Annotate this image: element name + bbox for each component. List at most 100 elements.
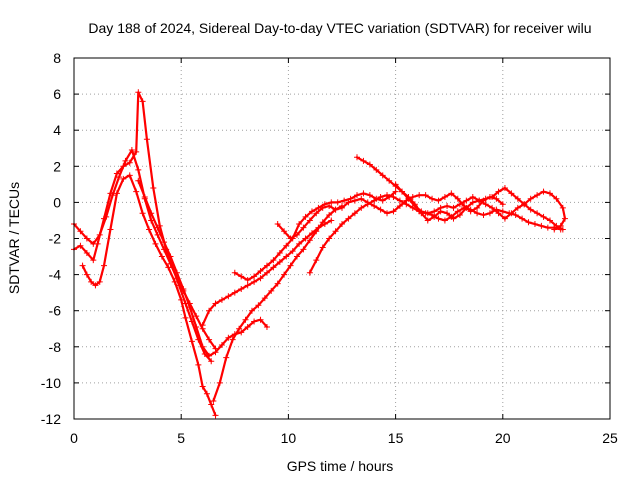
data-point-marker [289,248,296,255]
data-point-marker [113,170,120,177]
data-point-marker [371,203,378,210]
data-point-marker [482,201,489,208]
data-point-marker [527,195,534,202]
data-point-marker [186,304,193,311]
data-point-marker [257,275,264,282]
series-track-1 [71,147,219,352]
data-point-marker [206,307,213,314]
data-point-marker [435,215,442,222]
data-point-marker [302,235,309,242]
series-line [308,194,562,274]
data-point-marker [450,215,457,222]
data-point-marker [463,204,470,211]
x-tick-label: 20 [495,430,511,446]
data-point-marker [218,296,225,303]
data-point-marker [113,190,120,197]
data-point-marker [341,197,348,204]
data-point-marker [231,269,238,276]
data-point-marker [193,313,200,320]
data-point-marker [326,235,333,242]
data-point-marker [431,213,438,220]
data-point-marker [364,201,371,208]
data-point-marker [482,195,489,202]
data-point-marker [345,215,352,222]
data-point-marker [120,175,127,182]
data-point-marker [386,177,393,184]
data-point-marker [251,273,258,280]
data-point-marker [326,212,333,219]
data-point-marker [193,323,200,330]
data-point-marker [384,192,391,199]
data-point-marker [377,193,384,200]
data-point-marker [467,206,474,213]
data-point-marker [561,215,568,222]
data-point-marker [199,383,206,390]
series-track-6 [210,203,345,404]
data-point-marker [242,316,249,323]
series-line [355,156,564,231]
data-point-marker [165,264,172,271]
data-point-marker [463,197,470,204]
data-point-marker [188,338,195,345]
data-point-marker [107,226,114,233]
data-point-marker [283,242,290,249]
data-point-marker [92,282,99,289]
data-point-marker [133,188,140,195]
y-axis-label: SDTVAR / TECUs [6,182,22,294]
data-point-marker [499,208,506,215]
data-point-marker [334,199,341,206]
data-point-marker [360,157,367,164]
data-point-marker [126,159,133,166]
data-point-marker [244,323,251,330]
data-point-marker [405,195,412,202]
data-point-marker [293,253,300,260]
data-point-marker [274,280,281,287]
data-point-marker [274,221,281,228]
data-point-marker [141,193,148,200]
data-point-marker [450,204,457,211]
data-point-marker [441,217,448,224]
data-point-marker [263,323,270,330]
y-tick-label: 8 [53,50,61,66]
data-point-marker [390,193,397,200]
data-point-marker [101,262,108,269]
data-point-marker [332,228,339,235]
data-point-marker [454,208,461,215]
axis-ticks: 0 5 10 15 20 25 -12 -10 -8 -6 -4 -2 0 2 4 6 8 [41,50,618,446]
data-point-marker [495,188,502,195]
data-point-marker [128,147,135,154]
data-point-marker [296,221,303,228]
data-point-marker [146,226,153,233]
data-point-marker [508,190,515,197]
data-point-marker [351,197,358,204]
data-point-marker [79,262,86,269]
data-point-marker [101,215,108,222]
data-point-marker [255,302,262,309]
data-point-marker [392,188,399,195]
data-point-marker [116,174,123,181]
data-point-marker [489,204,496,211]
data-point-marker [540,213,547,220]
data-point-marker [559,226,566,233]
data-point-marker [238,329,245,336]
data-point-marker [351,210,358,217]
data-point-marker [178,296,185,303]
data-point-marker [143,136,150,143]
data-point-marker [422,192,429,199]
data-point-marker [308,208,315,215]
data-point-marker [77,228,84,235]
data-point-marker [474,204,481,211]
data-series [71,89,568,419]
data-point-marker [96,278,103,285]
data-point-marker [296,240,303,247]
data-point-marker [392,181,399,188]
data-point-marker [328,199,335,206]
x-tick-label: 10 [281,430,297,446]
data-point-marker [358,195,365,202]
data-point-marker [182,314,189,321]
data-point-marker [444,203,451,210]
data-point-marker [208,358,215,365]
data-point-marker [306,217,313,224]
data-point-marker [287,262,294,269]
data-point-marker [293,231,300,238]
